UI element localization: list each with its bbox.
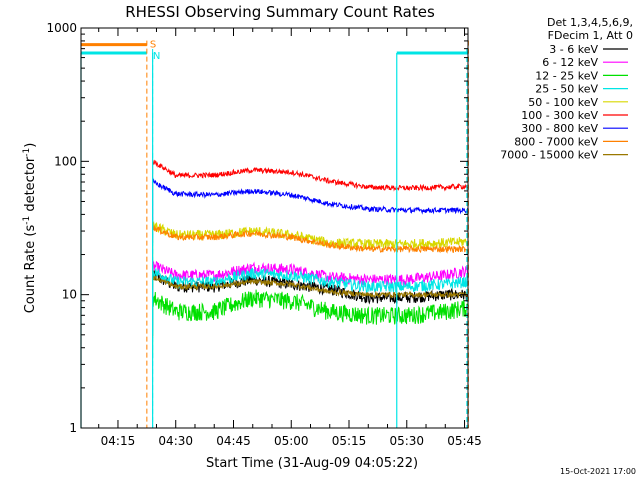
x-tick-label: 04:15 (101, 434, 136, 448)
y-tick-label: 1000 (46, 21, 77, 35)
y-tick-label: 100 (54, 154, 77, 168)
footer-timestamp: 15-Oct-2021 17:00 (560, 467, 636, 476)
y-axis-label: Count Rate (s-1 detector-1) (22, 143, 38, 314)
legend-label-3: 25 - 50 keV (535, 83, 598, 96)
x-tick-label: 05:15 (332, 434, 367, 448)
y-label-sup-2: -1 (22, 148, 32, 157)
x-tick-label: 05:45 (447, 434, 482, 448)
x-tick-label: 05:00 (274, 434, 309, 448)
legend-label-0: 3 - 6 keV (549, 43, 598, 56)
chart-title: RHESSI Observing Summary Count Rates (125, 3, 435, 21)
series-layer (152, 159, 468, 359)
saa-flag-label: S (150, 40, 156, 51)
series-line-2 (152, 289, 468, 359)
legend-label-6: 300 - 800 keV (521, 122, 598, 135)
night-flag-label: N (153, 51, 160, 62)
legend-label-7: 800 - 7000 keV (514, 135, 598, 148)
y-label-part-1: Count Rate (s (23, 225, 38, 314)
series-line-4 (152, 221, 468, 287)
y-label-part-3: ) (23, 143, 38, 148)
x-axis: 04:15 04:30 04:45 05:00 05:15 05:30 05:45 (98, 28, 482, 448)
x-tick-label: 04:30 (158, 434, 193, 448)
y-tick-label: 1 (69, 421, 77, 435)
series-line-3 (152, 267, 468, 332)
legend-label-5: 100 - 300 keV (521, 109, 598, 122)
y-tick-label: 10 (62, 288, 77, 302)
x-tick-label: 05:30 (389, 434, 424, 448)
series-line-7 (152, 225, 468, 289)
y-label-part-2: detector (23, 156, 38, 216)
y-axis: 1 10 100 1000 (46, 21, 468, 435)
x-tick-label: 04:45 (216, 434, 251, 448)
legend: Det 1,3,4,5,6,9, FDecim 1, Att 0 3 - 6 k… (500, 16, 633, 162)
series-line-6 (152, 178, 468, 243)
y-label-sup-1: -1 (22, 216, 32, 225)
plot-frame (80, 27, 469, 429)
series-line-8 (152, 275, 468, 339)
legend-label-1: 6 - 12 keV (542, 56, 598, 69)
legend-label-8: 7000 - 15000 keV (500, 149, 598, 162)
x-axis-label: Start Time (31-Aug-09 04:05:22) (206, 456, 418, 471)
legend-header-line-2: FDecim 1, Att 0 (548, 29, 633, 42)
legend-label-2: 12 - 25 keV (535, 69, 598, 82)
legend-label-4: 50 - 100 keV (528, 96, 598, 109)
legend-header-line-1: Det 1,3,4,5,6,9, (547, 16, 633, 29)
series-line-5 (152, 159, 468, 223)
